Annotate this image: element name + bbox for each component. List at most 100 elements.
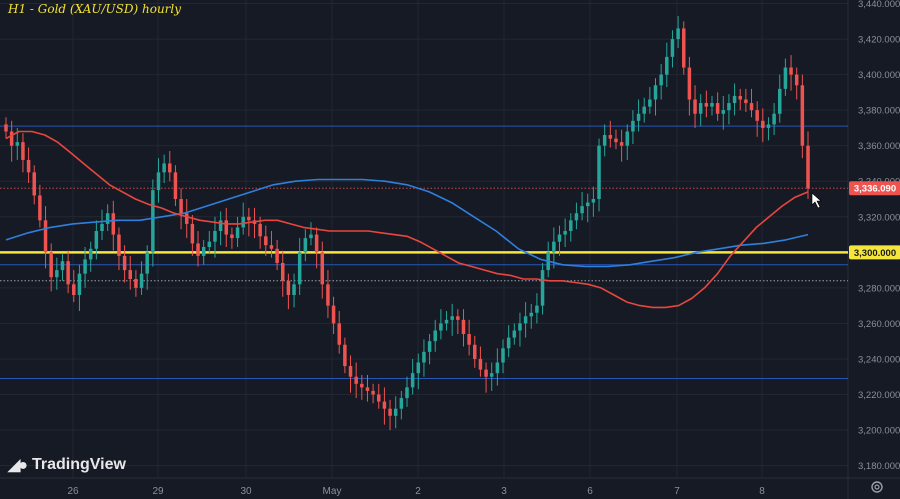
candle [360, 383, 364, 388]
y-tick-label: 3,380.000 [858, 106, 900, 117]
candle [399, 398, 404, 409]
candle [128, 270, 133, 279]
candle [710, 103, 714, 107]
candle [247, 216, 251, 221]
candle [552, 241, 556, 253]
candle [382, 401, 387, 409]
candle [38, 195, 42, 221]
candles [4, 15, 810, 431]
candle [416, 362, 421, 374]
x-tick-label: 29 [152, 486, 164, 497]
x-tick-label: 3 [501, 486, 507, 497]
candle [235, 227, 240, 239]
candle [190, 223, 195, 244]
candle [111, 213, 116, 235]
candle [478, 358, 483, 370]
candle [264, 236, 268, 246]
candle [314, 234, 319, 253]
candle [196, 243, 200, 256]
candle [648, 99, 652, 107]
y-tick-label: 3,200.000 [858, 426, 900, 437]
candle [727, 103, 731, 111]
price-label-box [849, 181, 900, 196]
settings-gear-icon[interactable] [869, 479, 885, 495]
y-axis[interactable]: 3,180.000 3,200.000 3,220.000 3,240.000 3,26… [858, 0, 900, 472]
candle [800, 85, 805, 146]
candle [535, 305, 539, 313]
candle [32, 172, 36, 196]
x-tick-label: 2 [415, 486, 421, 497]
candle [484, 369, 488, 377]
candle [608, 135, 613, 139]
candle [715, 103, 720, 114]
tradingview-logo-icon: ◢● [8, 457, 28, 474]
candle [303, 238, 308, 253]
candle [698, 103, 703, 114]
candle [744, 99, 748, 104]
y-tick-label: 3,220.000 [858, 390, 900, 401]
candle [100, 223, 104, 232]
candle [162, 163, 166, 173]
candle [139, 273, 144, 288]
candle [213, 231, 217, 242]
candle [9, 131, 14, 146]
candle [704, 103, 709, 107]
x-tick-label: 7 [674, 486, 680, 497]
candle [309, 234, 313, 239]
candle [286, 280, 291, 295]
candle [43, 220, 48, 253]
candle [275, 248, 279, 263]
y-tick-label: 3,280.000 [858, 283, 900, 294]
x-tick-label: 30 [240, 486, 252, 497]
candle [506, 337, 511, 349]
candle [602, 135, 607, 146]
candle [168, 163, 172, 173]
y-tick-label: 3,180.000 [858, 461, 900, 472]
y-tick-label: 3,320.000 [858, 212, 900, 223]
candle [540, 270, 545, 306]
candle [331, 305, 336, 324]
candle [66, 261, 70, 285]
candle [94, 231, 99, 249]
y-tick-label: 3,360.000 [858, 141, 900, 152]
candle [258, 223, 262, 237]
candle [145, 252, 149, 274]
candle [365, 387, 370, 391]
ma-slow-line [5, 178, 809, 268]
candle [512, 330, 517, 338]
price-label-box [849, 245, 900, 260]
x-axis[interactable]: 26 29 30 May 2 3 6 7 8 [67, 486, 765, 497]
candle [26, 159, 31, 173]
candle [343, 344, 347, 367]
candle [156, 172, 161, 191]
tradingview-logo: ◢● TradingView [8, 455, 126, 475]
candle [117, 234, 121, 256]
candle [467, 334, 471, 345]
candle [495, 362, 500, 374]
candle [422, 351, 426, 363]
y-tick-label: 3,260.000 [858, 319, 900, 330]
candle [72, 284, 76, 295]
candle [614, 138, 618, 143]
candle [377, 394, 381, 402]
candle [173, 172, 178, 200]
candle [597, 145, 601, 200]
candle [218, 220, 223, 232]
x-tick-label: May [323, 486, 342, 497]
candle [569, 220, 573, 232]
y-tick-label: 3,420.000 [858, 35, 900, 46]
y-tick-label: 3,240.000 [858, 354, 900, 365]
candle [15, 142, 20, 146]
candle [320, 252, 325, 285]
candle [337, 323, 341, 345]
candle [794, 74, 799, 86]
candle [676, 28, 680, 40]
x-tick-label: 6 [587, 486, 593, 497]
logo-text: TradingView [31, 456, 126, 473]
candle [105, 213, 110, 224]
candle [501, 348, 505, 363]
candle [151, 190, 155, 253]
candle [55, 270, 59, 278]
